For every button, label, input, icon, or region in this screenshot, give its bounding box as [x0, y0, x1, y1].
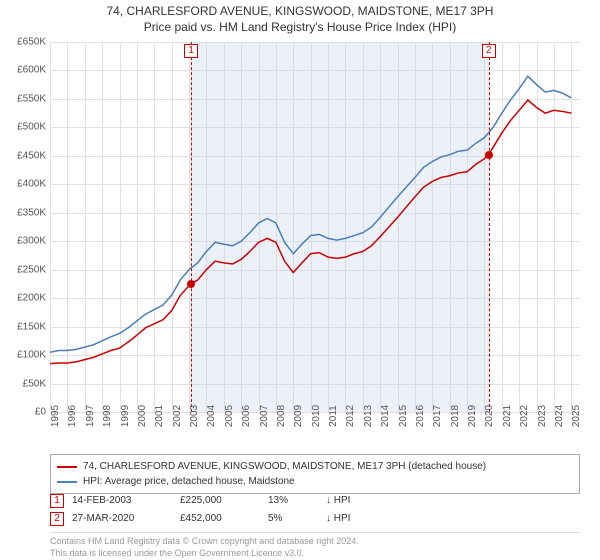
title-line-1: 74, CHARLESFORD AVENUE, KINGSWOOD, MAIDS…: [0, 4, 600, 20]
y-tick-label: £250K: [17, 264, 46, 275]
plot-svg: [50, 42, 580, 412]
x-tick-label: 2015: [398, 405, 409, 427]
x-tick-label: 2007: [259, 405, 270, 427]
y-tick-label: £0: [35, 407, 46, 418]
sale-index-box: 1: [50, 494, 64, 508]
legend: 74, CHARLESFORD AVENUE, KINGSWOOD, MAIDS…: [50, 454, 580, 494]
x-tick-label: 2013: [363, 405, 374, 427]
x-tick-label: 2008: [276, 405, 287, 427]
sale-price: £452,000: [180, 510, 260, 528]
x-tick-label: 2025: [571, 405, 582, 427]
x-tick-label: 2016: [415, 405, 426, 427]
plot: 12: [50, 42, 580, 412]
sale-pct: 5%: [268, 510, 318, 528]
sale-marker-dot: [485, 151, 493, 159]
x-tick-label: 2024: [554, 405, 565, 427]
x-tick-label: 1999: [120, 405, 131, 427]
x-tick-label: 2004: [206, 405, 217, 427]
sales-row: 1 14-FEB-2003 £225,000 13% ↓ HPI: [50, 492, 580, 510]
y-tick-label: £150K: [17, 321, 46, 332]
legend-swatch: [57, 481, 77, 483]
x-tick-label: 1998: [102, 405, 113, 427]
chart-title: 74, CHARLESFORD AVENUE, KINGSWOOD, MAIDS…: [0, 0, 600, 35]
sales-row: 2 27-MAR-2020 £452,000 5% ↓ HPI: [50, 510, 580, 528]
x-tick-label: 2001: [154, 405, 165, 427]
x-tick-label: 2003: [189, 405, 200, 427]
x-tick-label: 2005: [224, 405, 235, 427]
series-hpi: [50, 76, 571, 352]
plot-area: 12: [50, 42, 580, 412]
x-tick-label: 2006: [241, 405, 252, 427]
x-tick-label: 2018: [450, 405, 461, 427]
y-tick-label: £600K: [17, 65, 46, 76]
x-tick-label: 2020: [484, 405, 495, 427]
x-tick-label: 2011: [328, 405, 339, 427]
legend-label: HPI: Average price, detached house, Maid…: [83, 474, 295, 489]
series-property: [50, 100, 571, 364]
footer-line-1: Contains HM Land Registry data © Crown c…: [50, 536, 580, 548]
x-tick-label: 2023: [537, 405, 548, 427]
x-tick-label: 2012: [345, 405, 356, 427]
legend-swatch: [57, 466, 77, 468]
sale-price: £225,000: [180, 492, 260, 510]
y-tick-label: £100K: [17, 350, 46, 361]
x-tick-label: 1997: [85, 405, 96, 427]
legend-item: 74, CHARLESFORD AVENUE, KINGSWOOD, MAIDS…: [57, 459, 573, 474]
y-tick-label: £650K: [17, 37, 46, 48]
sale-date: 14-FEB-2003: [72, 492, 172, 510]
x-tick-label: 1996: [67, 405, 78, 427]
sale-index-box: 2: [50, 512, 64, 526]
sale-hpi-delta: ↓ HPI: [326, 492, 386, 510]
y-tick-label: £300K: [17, 236, 46, 247]
x-tick-label: 2002: [172, 405, 183, 427]
x-tick-label: 2017: [432, 405, 443, 427]
sale-vline: [489, 42, 490, 412]
sale-marker-box: 2: [482, 44, 496, 58]
title-line-2: Price paid vs. HM Land Registry's House …: [0, 20, 600, 36]
x-tick-label: 1995: [50, 405, 61, 427]
legend-item: HPI: Average price, detached house, Maid…: [57, 474, 573, 489]
sale-hpi-delta: ↓ HPI: [326, 510, 386, 528]
chart-container: 74, CHARLESFORD AVENUE, KINGSWOOD, MAIDS…: [0, 0, 600, 560]
x-axis: 1995199619971998199920002001200220032004…: [50, 412, 580, 452]
sale-date: 27-MAR-2020: [72, 510, 172, 528]
y-tick-label: £550K: [17, 93, 46, 104]
y-tick-label: £350K: [17, 207, 46, 218]
x-tick-label: 2009: [293, 405, 304, 427]
y-tick-label: £400K: [17, 179, 46, 190]
sale-pct: 13%: [268, 492, 318, 510]
x-tick-label: 2010: [311, 405, 322, 427]
x-tick-label: 2000: [137, 405, 148, 427]
y-axis: £0£50K£100K£150K£200K£250K£300K£350K£400…: [0, 42, 50, 412]
y-tick-label: £50K: [23, 378, 46, 389]
y-tick-label: £200K: [17, 293, 46, 304]
sales-table: 1 14-FEB-2003 £225,000 13% ↓ HPI 2 27-MA…: [50, 492, 580, 528]
y-tick-label: £500K: [17, 122, 46, 133]
x-tick-label: 2022: [519, 405, 530, 427]
legend-label: 74, CHARLESFORD AVENUE, KINGSWOOD, MAIDS…: [83, 459, 486, 474]
sale-vline: [191, 42, 192, 412]
footer: Contains HM Land Registry data © Crown c…: [50, 532, 580, 559]
y-tick-label: £450K: [17, 150, 46, 161]
x-tick-label: 2021: [502, 405, 513, 427]
x-tick-label: 2014: [380, 405, 391, 427]
sale-marker-box: 1: [184, 44, 198, 58]
sale-marker-dot: [187, 280, 195, 288]
x-tick-label: 2019: [467, 405, 478, 427]
footer-line-2: This data is licensed under the Open Gov…: [50, 548, 580, 560]
